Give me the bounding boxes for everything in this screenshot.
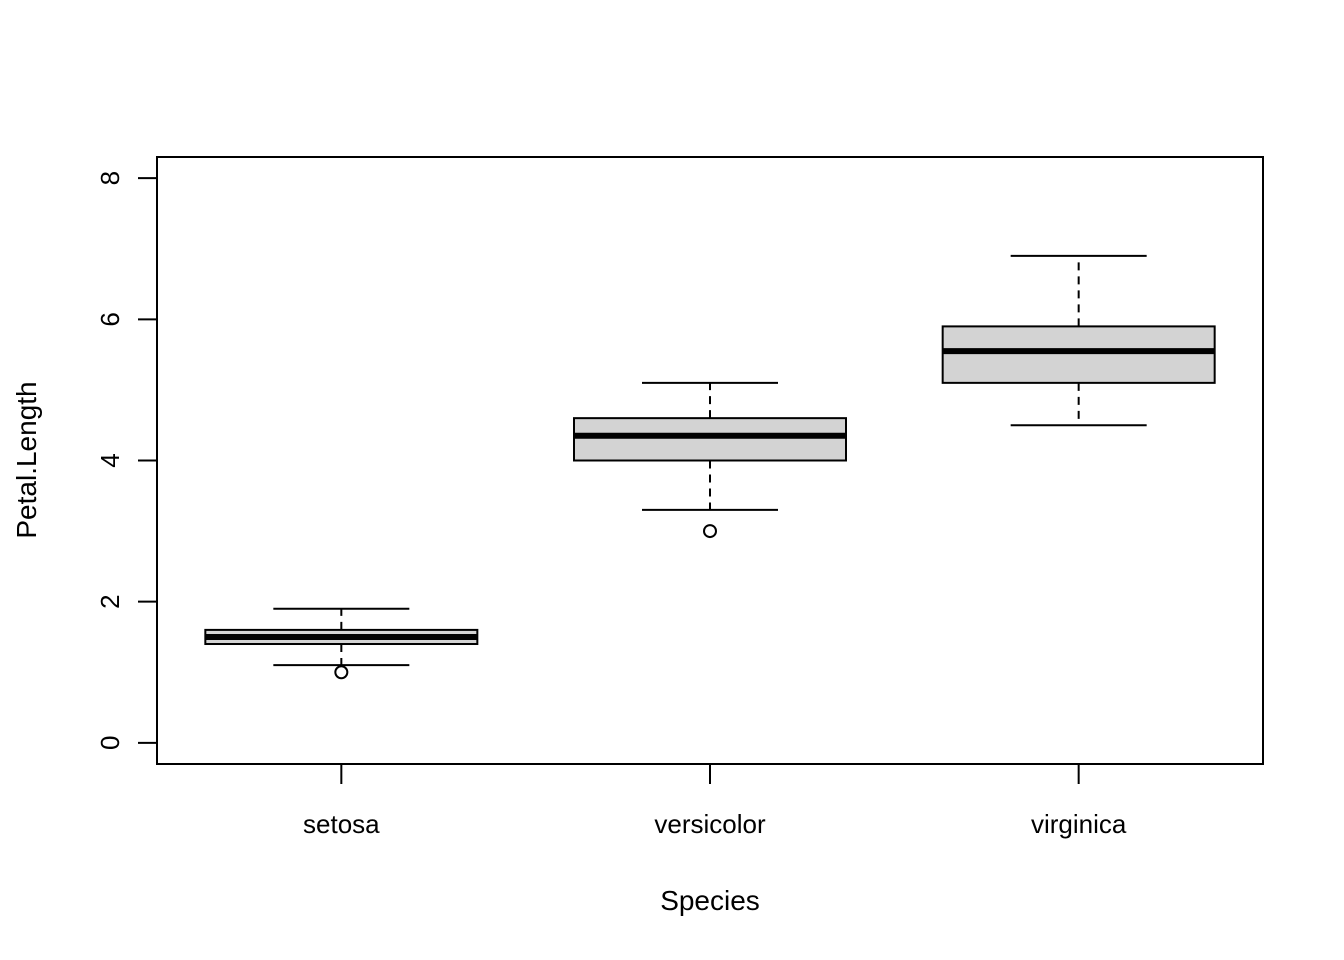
outlier-point: [334, 665, 349, 680]
iqr-box: [941, 325, 1216, 384]
y-axis-title: Petal.Length: [11, 381, 42, 538]
y-tick-label: 6: [95, 312, 125, 326]
x-tick-label: setosa: [303, 809, 380, 839]
x-axis: setosa versicolor virginica: [303, 764, 1127, 839]
y-tick-label: 2: [95, 594, 125, 608]
box-series: [204, 254, 1216, 680]
y-tick-label: 4: [95, 453, 125, 467]
x-axis-title: Species: [660, 885, 760, 916]
y-tick-label: 0: [95, 736, 125, 750]
y-tick-label: 8: [95, 171, 125, 185]
box-setosa: [204, 607, 479, 680]
iqr-box: [573, 417, 847, 462]
box-virginica: [941, 254, 1216, 427]
outlier-point: [703, 524, 717, 539]
x-tick-label: virginica: [1031, 809, 1127, 839]
y-axis: 0 2 4 6 8: [95, 171, 158, 750]
box-versicolor: [573, 381, 847, 539]
x-tick-label: versicolor: [654, 809, 766, 839]
